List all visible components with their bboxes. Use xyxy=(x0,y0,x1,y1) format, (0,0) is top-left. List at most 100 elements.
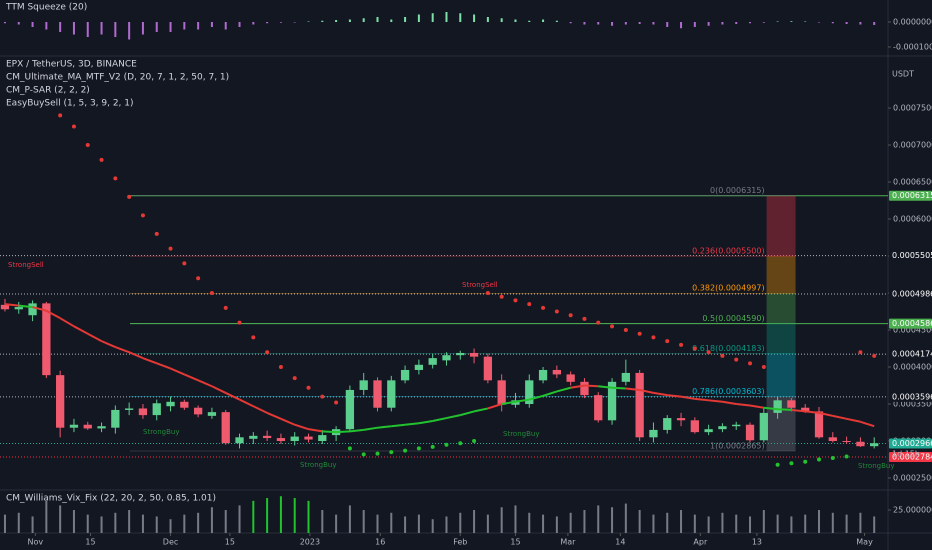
candle-body xyxy=(249,435,258,439)
bar xyxy=(776,21,779,22)
bar xyxy=(155,22,158,32)
moving-average xyxy=(667,394,682,398)
candle-body xyxy=(732,424,741,427)
indicator: CM_Ultimate_MA_MTF_V2 (D, 20, 7, 1, 2, 5… xyxy=(6,73,229,83)
moving-average xyxy=(694,397,709,402)
moving-average xyxy=(446,414,461,420)
moving-average xyxy=(239,398,254,408)
bar xyxy=(818,22,821,23)
bar xyxy=(569,22,572,24)
bar xyxy=(873,22,876,25)
bar xyxy=(252,22,255,25)
moving-average xyxy=(170,367,185,376)
sar-dot xyxy=(140,213,145,218)
bar xyxy=(666,22,669,27)
candle-body xyxy=(235,437,244,444)
sar-dot xyxy=(858,350,863,355)
sar-dot xyxy=(499,294,504,299)
moving-average xyxy=(308,428,323,433)
moving-average xyxy=(680,395,695,400)
candle-body xyxy=(469,352,479,357)
candle-body xyxy=(456,352,465,356)
sar-dot xyxy=(623,328,628,333)
candle-body xyxy=(42,303,51,376)
bar xyxy=(749,516,752,533)
moving-average xyxy=(598,385,613,389)
bar xyxy=(31,22,34,27)
bar xyxy=(86,514,89,533)
price-tag-label: 0.0004174 xyxy=(892,350,932,359)
bar xyxy=(404,17,407,22)
candle-body xyxy=(525,380,534,405)
moving-average xyxy=(377,425,392,429)
candle-body xyxy=(111,409,120,428)
candle-body xyxy=(607,381,617,421)
sar-dot xyxy=(541,305,546,310)
bar xyxy=(417,14,420,22)
moving-average xyxy=(432,417,447,423)
bar xyxy=(486,17,489,22)
candle-body xyxy=(566,374,575,382)
sar-dot xyxy=(85,143,90,148)
y-tick-label: 0.0006000 xyxy=(893,215,932,224)
price-tag xyxy=(889,349,932,360)
bar xyxy=(183,22,186,30)
price-tag xyxy=(889,250,932,261)
moving-average xyxy=(280,417,296,426)
fib-zone xyxy=(766,293,796,324)
bar xyxy=(376,17,379,22)
moving-average xyxy=(818,411,834,417)
bar xyxy=(390,512,393,533)
moving-average xyxy=(59,317,75,328)
fib-label: 0.382(0.0004997) xyxy=(692,284,764,293)
moving-average xyxy=(294,423,309,431)
fib-zone xyxy=(766,353,796,397)
moving-average xyxy=(625,387,640,391)
moving-average xyxy=(211,385,227,394)
candle-body xyxy=(801,407,810,412)
y-tick-label: 0.0007000 xyxy=(893,141,932,150)
bar xyxy=(404,516,407,533)
bar xyxy=(335,20,338,22)
candle-body xyxy=(83,424,92,429)
moving-average xyxy=(846,417,861,423)
candle-body xyxy=(290,436,299,442)
candle-body xyxy=(56,375,65,428)
fib-zone xyxy=(766,195,796,257)
bar xyxy=(762,22,765,23)
sar-dot xyxy=(182,261,187,266)
bar xyxy=(845,514,848,533)
candle-body xyxy=(69,424,79,428)
bar xyxy=(624,22,627,25)
moving-average xyxy=(101,340,116,348)
candle-body xyxy=(318,435,327,442)
bar xyxy=(638,510,641,533)
bar xyxy=(735,514,738,533)
bar xyxy=(31,516,34,533)
annotation: StrongBuy xyxy=(858,462,894,470)
candle-body xyxy=(483,356,493,381)
bar xyxy=(128,22,131,40)
y-tick-label: 0.0003500 xyxy=(893,400,932,409)
sar-dot xyxy=(679,342,684,347)
currency: USDT xyxy=(892,70,914,79)
bar xyxy=(624,503,627,533)
moving-average xyxy=(487,403,502,410)
candle-body xyxy=(759,412,768,441)
x-tick-label: Mar xyxy=(560,538,576,547)
price-tag xyxy=(889,451,932,462)
moving-average xyxy=(791,408,806,413)
moving-average xyxy=(611,386,626,390)
fib-zone xyxy=(766,323,796,354)
moving-average xyxy=(501,400,516,406)
sar-dot xyxy=(789,461,794,466)
y-tick-label: 0.0006500 xyxy=(893,178,932,187)
candle-body xyxy=(773,400,782,413)
sar-dot xyxy=(692,346,697,351)
sar-dot xyxy=(416,446,421,451)
price-tag-label: 0.0006315 xyxy=(892,191,932,200)
bar xyxy=(693,22,696,27)
bar xyxy=(45,500,48,533)
bar xyxy=(100,22,103,35)
bar xyxy=(362,510,365,533)
